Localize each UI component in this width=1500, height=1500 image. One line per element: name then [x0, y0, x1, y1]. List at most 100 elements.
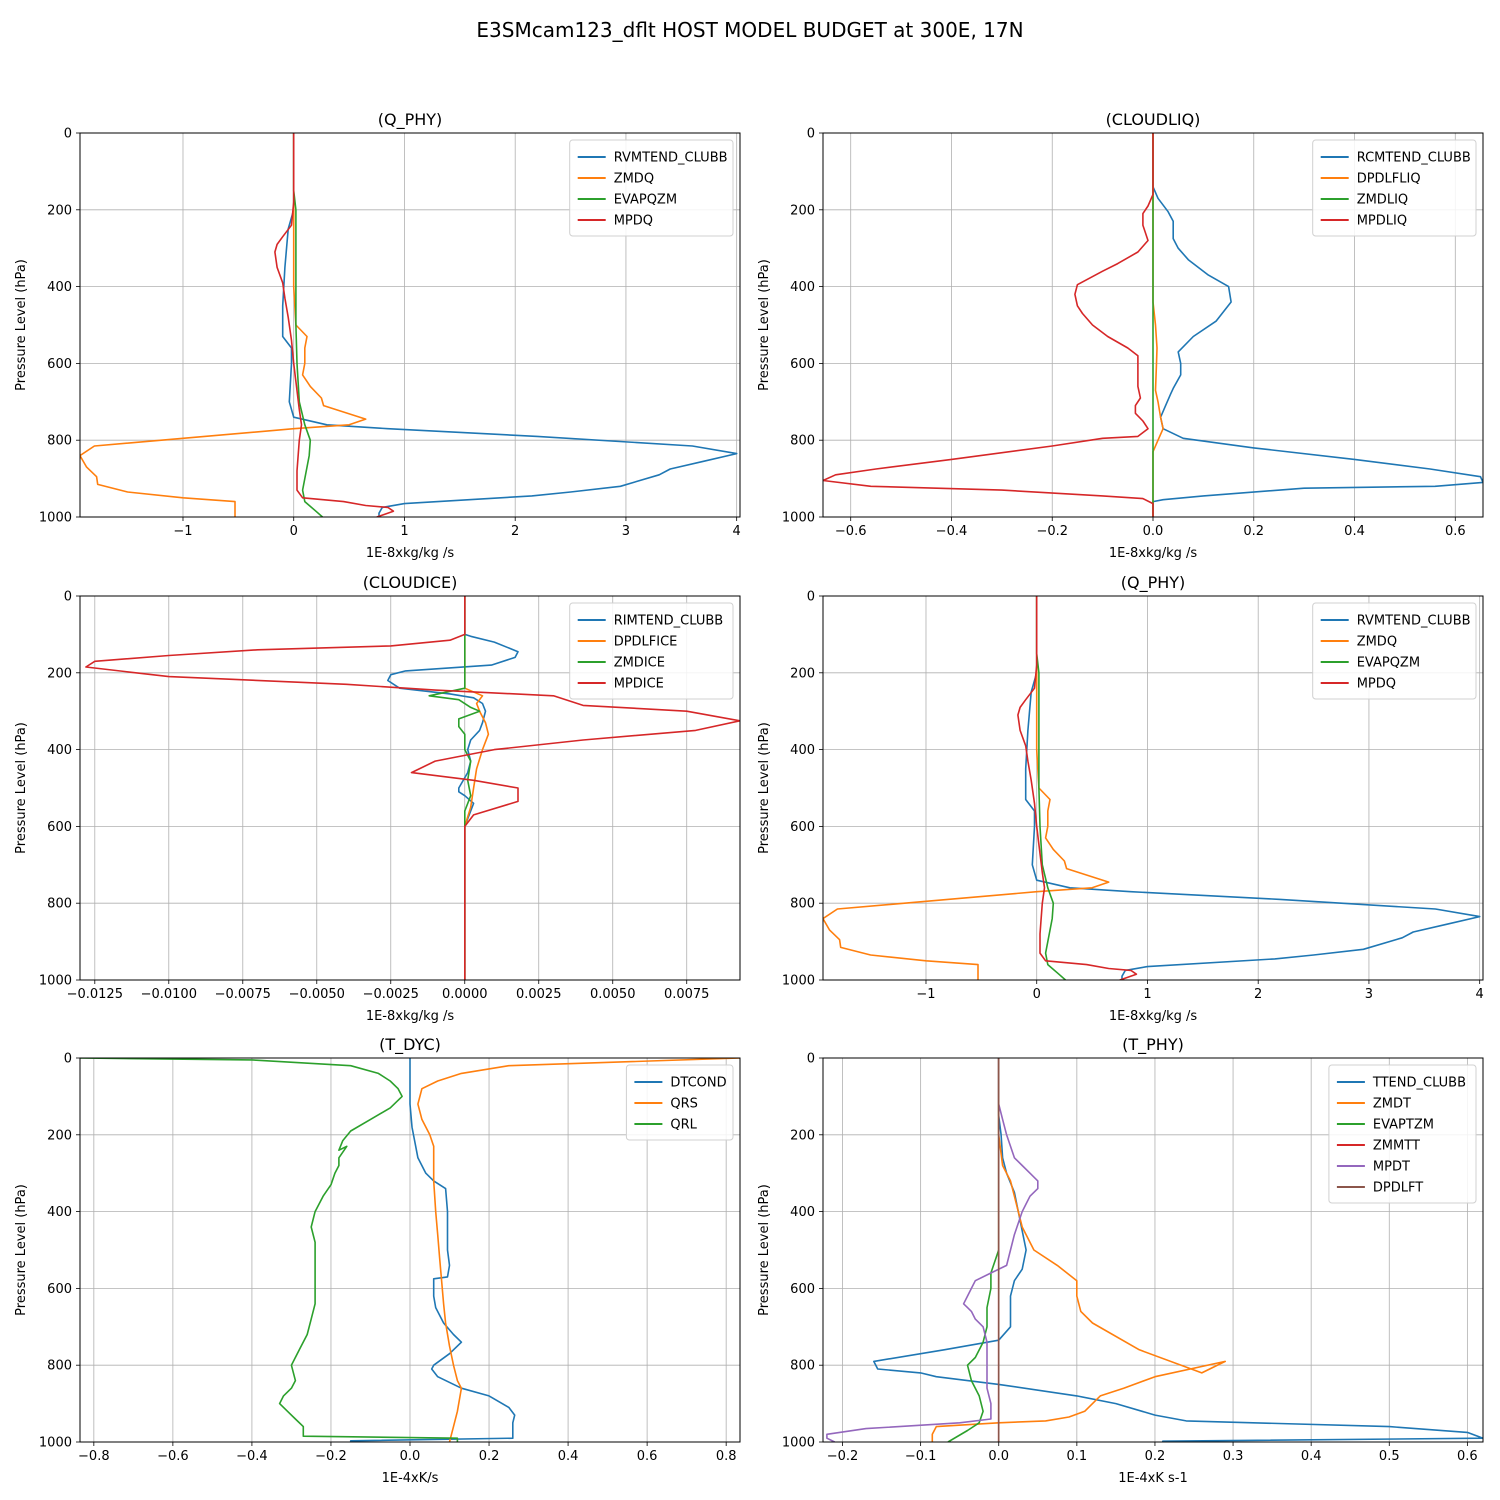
series-line-rvmtend-clubb — [281, 133, 738, 517]
series-line-mpdq — [1017, 596, 1138, 980]
y-tick-label: 0 — [807, 590, 815, 605]
x-tick-label: −0.2 — [827, 1449, 859, 1464]
y-tick-label: 600 — [790, 820, 815, 835]
x-axis-label: 1E-8xkg/kg /s — [366, 546, 455, 561]
legend-box — [1328, 1064, 1477, 1204]
y-tick-label: 0 — [807, 1052, 815, 1067]
series-line-rcmtend-clubb — [1152, 133, 1483, 517]
legend-label: EVAPQZM — [614, 193, 677, 208]
legend-label: RCMTEND_CLUBB — [1357, 151, 1471, 166]
chart-panel-4: −1 0 1 2 3 4 0 200 400 600 800 1000 (Q_PHY) 1E-8xkg/k… — [757, 573, 1484, 1024]
x-tick-label: 3 — [1365, 987, 1373, 1002]
legend-label: MPDT — [1373, 1160, 1410, 1175]
y-axis-label: Pressure Level (hPa) — [757, 259, 772, 391]
y-tick-label: 600 — [790, 1282, 815, 1297]
x-tick-label: 0.0075 — [664, 987, 710, 1002]
y-axis-label: Pressure Level (hPa) — [14, 722, 29, 854]
y-tick-label: 400 — [47, 743, 72, 758]
y-axis-label: Pressure Level (hPa) — [757, 1184, 772, 1316]
y-tick-label: 200 — [790, 203, 815, 218]
legend: DTCOND QRS QRL — [625, 1064, 734, 1141]
legend-label: EVAPTZM — [1373, 1118, 1434, 1133]
legend-label: MPDLIQ — [1357, 214, 1407, 229]
plot-frame — [79, 132, 741, 518]
x-tick-label: 0.0 — [400, 1449, 421, 1464]
y-tick-label: 800 — [47, 1359, 72, 1374]
legend-label: RIMTEND_CLUBB — [614, 614, 724, 629]
y-tick-label: 800 — [790, 897, 815, 912]
x-axis-label: 1E-8xkg/kg /s — [1109, 546, 1198, 561]
series-line-rimtend-clubb — [386, 596, 519, 980]
y-tick-label: 800 — [47, 897, 72, 912]
legend-label: MPDQ — [1357, 677, 1396, 692]
series-line-zmdt — [931, 1058, 1226, 1442]
series-line-qrl — [80, 1058, 459, 1442]
y-tick-label: 1000 — [782, 511, 815, 526]
y-axis-label: Pressure Level (hPa) — [757, 722, 772, 854]
series-line-mpdt — [826, 1058, 1039, 1442]
series-line-zmdq — [823, 596, 1110, 980]
x-tick-label: 3 — [622, 524, 630, 539]
legend-box — [625, 1064, 734, 1141]
x-tick-label: 0.5 — [1379, 1449, 1400, 1464]
x-tick-label: 0 — [290, 524, 298, 539]
legend-label: EVAPQZM — [1357, 656, 1420, 671]
series-line-evaptzm — [947, 1058, 1000, 1442]
series-line-dpdlfliq — [1152, 133, 1164, 517]
figure-title: E3SMcam123_dflt HOST MODEL BUDGET at 300… — [476, 18, 1023, 42]
x-tick-label: 0.0 — [1143, 524, 1164, 539]
legend: RIMTEND_CLUBB DPDLFICE ZMDICE MPDICE — [569, 602, 734, 700]
series-group — [823, 133, 1483, 517]
legend-label: QRS — [670, 1097, 698, 1112]
x-tick-label: 0.0025 — [516, 987, 562, 1002]
chart-panel-2: −0.6 −0.4 −0.2 0.0 0.2 0.4 0.6 0 200 400 600 800 100… — [757, 110, 1484, 561]
legend-label: QRL — [670, 1118, 697, 1133]
plot-frame — [822, 595, 1484, 981]
y-tick-label: 1000 — [782, 974, 815, 989]
x-tick-label: 0.2 — [1243, 524, 1264, 539]
x-tick-label: 4 — [733, 524, 741, 539]
x-tick-label: −0.2 — [315, 1449, 347, 1464]
x-tick-label: −0.6 — [835, 524, 867, 539]
y-tick-label: 400 — [47, 1205, 72, 1220]
x-axis-label: 1E-4xK s-1 — [1118, 1471, 1188, 1486]
y-tick-label: 600 — [790, 357, 815, 372]
legend: RCMTEND_CLUBB DPDLFLIQ ZMDLIQ MPDLIQ — [1312, 139, 1477, 237]
x-tick-label: 0.6 — [637, 1449, 658, 1464]
legend-box — [569, 139, 734, 237]
x-tick-label: −0.6 — [157, 1449, 189, 1464]
x-tick-label: −0.0025 — [363, 987, 419, 1002]
x-tick-label: 1 — [1143, 987, 1151, 1002]
plot-frame — [822, 132, 1484, 518]
x-tick-label: 0.0000 — [442, 987, 488, 1002]
series-line-zmdice — [428, 596, 481, 980]
y-tick-label: 1000 — [39, 1436, 72, 1451]
legend-label: ZMDLIQ — [1357, 193, 1408, 208]
y-tick-label: 400 — [790, 743, 815, 758]
y-tick-label: 200 — [790, 1128, 815, 1143]
x-tick-label: −0.0050 — [289, 987, 345, 1002]
x-tick-label: 0.0 — [988, 1449, 1009, 1464]
chart-panel-3: −0.0125 −0.0100 −0.0075 −0.0050 −0.0025 0.000… — [14, 573, 741, 1024]
y-tick-label: 0 — [807, 127, 815, 142]
x-tick-label: −1 — [173, 524, 192, 539]
y-tick-label: 0 — [64, 590, 72, 605]
x-tick-label: 0.2 — [1145, 1449, 1166, 1464]
x-tick-label: 0.6 — [1457, 1449, 1478, 1464]
x-tick-label: −0.1 — [905, 1449, 937, 1464]
series-line-rvmtend-clubb — [1024, 596, 1481, 980]
panel-title: (Q_PHY) — [1121, 573, 1186, 593]
series-group — [823, 596, 1481, 980]
x-tick-label: 2 — [1254, 987, 1262, 1002]
y-tick-label: 1000 — [782, 1436, 815, 1451]
legend-label: DPDLFT — [1373, 1181, 1423, 1196]
legend: TTEND_CLUBB ZMDT EVAPTZM ZMMTT MPDT DPDLFT — [1328, 1064, 1477, 1204]
series-line-dtcond — [349, 1058, 516, 1442]
x-tick-label: 0.6 — [1445, 524, 1466, 539]
plot-frame — [822, 1057, 1484, 1443]
legend-label: DPDLFLIQ — [1357, 172, 1421, 187]
legend-box — [569, 602, 734, 700]
legend: RVMTEND_CLUBB ZMDQ EVAPQZM MPDQ — [1312, 602, 1477, 700]
x-tick-label: −0.0125 — [67, 987, 123, 1002]
